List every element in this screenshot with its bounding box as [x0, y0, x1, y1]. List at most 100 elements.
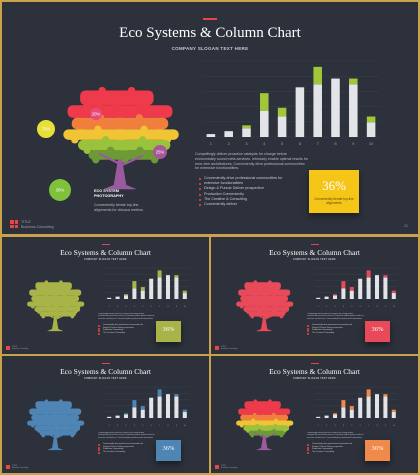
thumb-logo: [215, 465, 219, 469]
thumb-chart: 1 2 3 4 5 6 7 8 9 10: [105, 386, 189, 427]
chart-bar: [132, 288, 137, 299]
tree-foliage-tuft: [240, 423, 244, 428]
thumb-logo-text: TITLE Business Consulting: [12, 346, 29, 351]
tree-foliage-tuft: [37, 429, 41, 433]
bubble-label: 25%: [156, 150, 165, 155]
tree-foliage-tuft: [271, 412, 276, 417]
chart-tick-label: 6: [299, 141, 302, 146]
chart-tick-label: 3: [125, 425, 127, 427]
tree-foliage-tuft: [106, 146, 115, 155]
tree-foliage-tuft: [272, 406, 277, 411]
thumb-note-percentage: 36%: [162, 326, 175, 333]
chart-bar: [332, 413, 338, 415]
thumb-bullets: Conveniently drive professional communit…: [97, 324, 144, 335]
chart-tick-label: 1: [210, 141, 213, 146]
tree-foliage-tuft: [251, 418, 256, 423]
tree-foliage-tuft: [63, 287, 68, 292]
tree-foliage-tuft: [31, 423, 35, 428]
chart-bar: [165, 394, 171, 418]
chart-bar: [383, 396, 388, 418]
chart-tick-label: 10: [184, 306, 187, 308]
slide-subtitle: COMPANY SLOGAN TEXT HERE: [171, 46, 249, 51]
tree-foliage-layer: [29, 408, 82, 415]
chart-tick-label: 8: [167, 306, 169, 308]
chart-bar: [349, 290, 354, 299]
tree-foliage-tuft: [62, 293, 67, 298]
thumb-subtitle: COMPANY SLOGAN TEXT HERE: [84, 259, 127, 261]
tree-foliage-tuft: [273, 304, 278, 309]
thumbnail-green[interactable]: Eco Systems & Column Chart COMPANY SLOGA…: [2, 237, 209, 354]
tree-foliage-tuft: [137, 101, 145, 109]
bullet-item: Design & Pursue Deliver prospective: [198, 186, 282, 191]
chart-bar: [332, 294, 338, 296]
tree-foliage-tuft: [62, 412, 67, 417]
tree-foliage-tuft: [279, 314, 284, 319]
tree-foliage-tuft: [272, 287, 277, 292]
chart-bar: [132, 281, 137, 289]
tree-branch: [54, 313, 67, 321]
tree-foliage-layer: [78, 139, 171, 151]
tree-foliage-layer: [29, 289, 82, 296]
chart-tick-label: 7: [317, 141, 320, 146]
chart-tick-label: 6: [360, 425, 362, 427]
tree-foliage-tuft: [264, 433, 269, 438]
chart-bar: [358, 397, 363, 418]
chart-bar: [316, 297, 321, 299]
chart-bar: [123, 414, 129, 418]
chart-tick-label: 10: [369, 141, 374, 146]
tree-foliage-layer: [243, 306, 290, 312]
tree-foliage-tuft: [44, 280, 49, 285]
tree-branch: [253, 431, 265, 439]
tree-foliage-tuft: [268, 399, 272, 404]
thumb-tree: [236, 399, 294, 451]
thumb-logo: [6, 346, 10, 350]
tree-foliage-tuft: [255, 423, 259, 428]
thumb-note: 36%: [365, 440, 390, 461]
chart-bar: [324, 415, 329, 418]
chart-tick-label: 8: [376, 425, 378, 427]
body-paragraph: Compellingly deliver proactive catalysts…: [195, 152, 309, 171]
chart-bar: [316, 416, 321, 418]
chart-bar: [324, 296, 329, 299]
thumb-title: Eco Systems & Column Chart: [269, 248, 360, 257]
thumbnail-red[interactable]: Eco Systems & Column Chart COMPANY SLOGA…: [211, 237, 418, 354]
tree-foliage-tuft: [42, 287, 47, 292]
tree-branch: [98, 152, 121, 165]
sticky-note: 36% Conveniently iterate top-line alignm…: [309, 170, 359, 213]
tree-foliage-tuft: [121, 156, 129, 164]
chart-tick-label: 9: [176, 306, 178, 308]
thumb-bullets: Conveniently drive professional communit…: [97, 443, 144, 454]
chart-bar: [349, 406, 354, 410]
tree-foliage-layer: [236, 420, 294, 426]
tree-foliage-tuft: [70, 433, 75, 438]
bullet-item: The Creative & Consulting: [198, 197, 282, 202]
thumb-subtitle: COMPANY SLOGAN TEXT HERE: [84, 378, 127, 380]
tree-trunk: [255, 316, 273, 332]
chart-bar: [295, 87, 305, 137]
chart-bar: [174, 396, 179, 418]
bullet-item: Production Conveniently: [198, 192, 282, 197]
tree-foliage-tuft: [127, 86, 136, 95]
percentage-bubble: [37, 120, 55, 138]
thumbnail-orange[interactable]: Eco Systems & Column Chart COMPANY SLOGA…: [211, 356, 418, 473]
tree-foliage-tuft: [94, 125, 102, 134]
tree-foliage-tuft: [41, 314, 46, 319]
chart-bar: [140, 287, 145, 291]
tree-branch: [253, 312, 265, 320]
tree-foliage-tuft: [252, 293, 257, 298]
tree-foliage-tuft: [98, 86, 106, 95]
chart-bar: [242, 128, 251, 137]
thumb-accent-bar: [310, 244, 319, 245]
percentage-bubble: [49, 179, 71, 201]
tree-foliage-tuft: [135, 114, 143, 122]
title-accent-bar: [203, 18, 217, 20]
percentage-bubble: [153, 145, 167, 159]
tree-foliage-tuft: [253, 280, 258, 285]
chart-tick-label: 7: [159, 306, 161, 308]
thumb-bullets: Conveniently drive professional communit…: [306, 324, 353, 335]
chart-bar: [132, 400, 137, 408]
thumbnail-blue[interactable]: Eco Systems & Column Chart COMPANY SLOGA…: [2, 356, 209, 473]
tree-foliage-tuft: [31, 304, 35, 309]
chart-tick-label: 4: [343, 425, 345, 427]
tree-foliage-tuft: [42, 406, 47, 411]
